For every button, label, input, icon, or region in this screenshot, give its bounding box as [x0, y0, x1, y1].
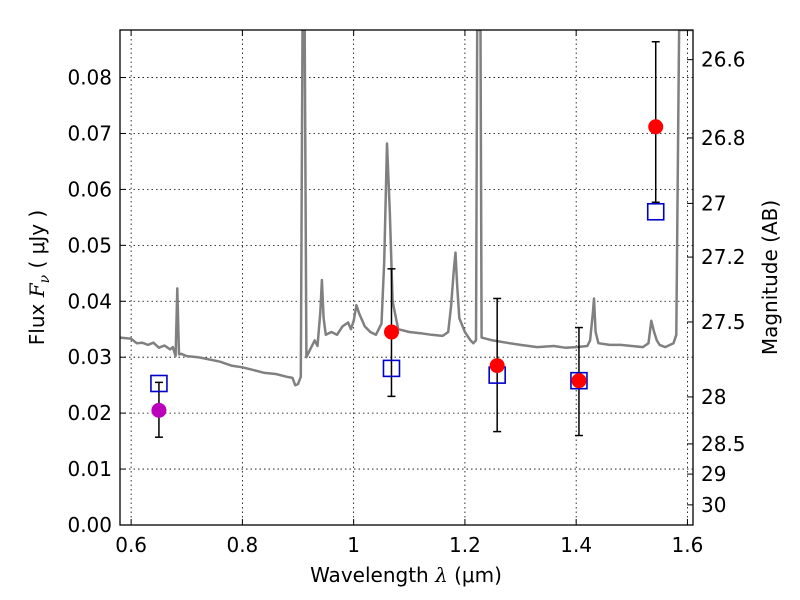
y-tick-label: 0.00: [67, 513, 112, 537]
x-tick-label: 1: [347, 533, 360, 557]
x-tick-label: 1.2: [449, 533, 481, 557]
x-tick-label: 0.6: [115, 533, 147, 557]
model-photometry-square: [382, 359, 401, 378]
right-tick-label: 27.5: [701, 310, 746, 334]
x-tick-label: 0.8: [226, 533, 258, 557]
right-axis: 26.6 26.8 27 27.2 27.5 28 28.5 29 30: [687, 48, 746, 517]
y-tick-label: 0.08: [67, 66, 112, 90]
y-axis-label: Flux Fν ( μJy ): [25, 210, 53, 345]
observed-point: [151, 402, 167, 418]
observed-point: [571, 373, 587, 389]
x-tick-label: 1.4: [560, 533, 592, 557]
y-tick-label: 0.07: [67, 121, 112, 145]
right-tick-label: 28: [701, 385, 726, 409]
right-tick-label: 26.8: [701, 126, 746, 150]
model-photometry-square: [646, 202, 665, 221]
plot-frame: [119, 29, 694, 526]
x-axis: 0.6 0.8 1 1.2 1.4 1.6: [115, 30, 703, 557]
y-tick-label: 0.01: [67, 457, 112, 481]
y-tick-label: 0.05: [67, 233, 112, 257]
right-tick-label: 26.6: [701, 48, 746, 72]
x-tick-label: 1.6: [672, 533, 704, 557]
right-tick-label: 29: [701, 462, 726, 486]
right-tick-label: 27.2: [701, 245, 746, 269]
model-photometry-square: [570, 371, 588, 390]
plot-background: [120, 30, 693, 525]
model-spectrum-layer: [120, 30, 693, 387]
y-tick-label: 0.04: [67, 289, 112, 313]
model-spectrum-line: [120, 30, 693, 387]
observed-point: [648, 119, 664, 135]
y-axis: 0.00 0.01 0.02 0.03 0.04 0.05 0.06 0.07 0.08: [67, 66, 126, 537]
model-photometry-square: [150, 374, 168, 393]
right-tick-label: 28.5: [701, 432, 746, 456]
y-tick-label: 0.06: [67, 177, 112, 201]
x-axis-label: Wavelength λ (μm): [310, 563, 502, 587]
observed-points-layer: [151, 119, 664, 418]
right-axis-label: Magnitude (AB): [758, 200, 782, 355]
right-tick-label: 30: [701, 493, 726, 517]
y-tick-label: 0.02: [67, 401, 112, 425]
right-tick-label: 27: [701, 191, 726, 215]
observed-point: [383, 324, 399, 340]
y-tick-label: 0.03: [67, 345, 112, 369]
observed-point: [489, 358, 505, 374]
